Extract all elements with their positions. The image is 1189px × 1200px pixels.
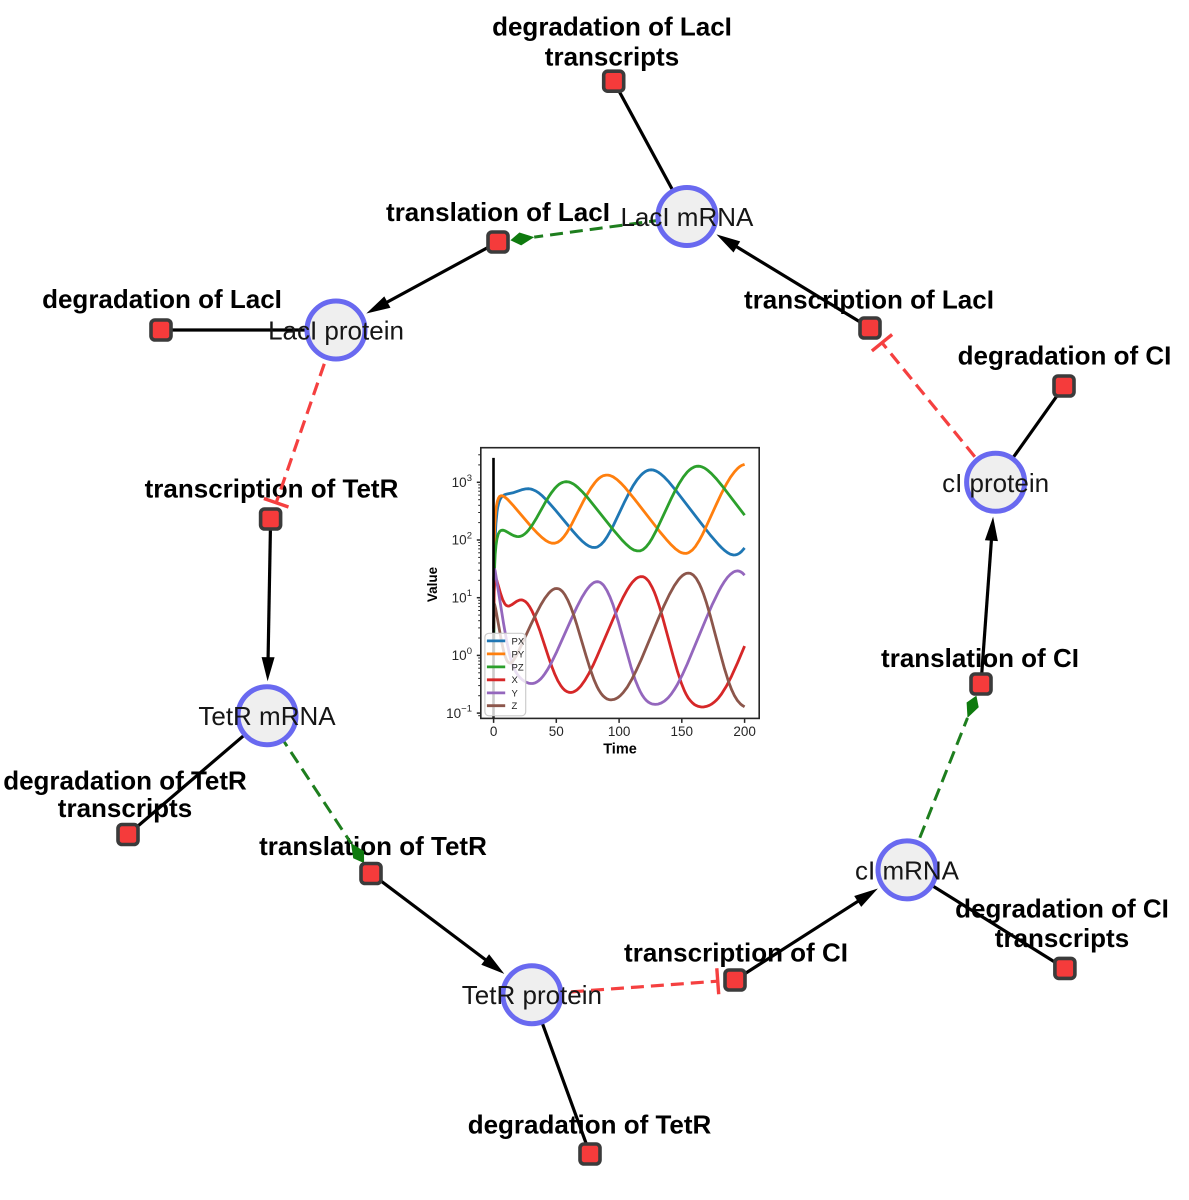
svg-text:Time: Time [603, 742, 637, 758]
svg-text:transcription of CI: transcription of CI [624, 938, 848, 968]
svg-text:transcription of LacI: transcription of LacI [744, 285, 994, 315]
svg-text:TetR protein: TetR protein [462, 980, 602, 1010]
svg-text:cI protein: cI protein [942, 468, 1049, 498]
svg-text:10−1: 10−1 [446, 704, 472, 721]
svg-text:X: X [512, 675, 519, 686]
svg-text:transcripts: transcripts [545, 42, 679, 72]
svg-text:translation of CI: translation of CI [881, 643, 1079, 673]
svg-text:Value: Value [425, 566, 440, 602]
svg-text:50: 50 [549, 724, 564, 739]
svg-text:100: 100 [608, 724, 631, 739]
svg-text:degradation of LacI: degradation of LacI [42, 284, 282, 314]
svg-text:101: 101 [452, 588, 472, 605]
svg-text:degradation of TetR: degradation of TetR [3, 766, 247, 796]
svg-text:102: 102 [452, 531, 472, 548]
svg-text:cI mRNA: cI mRNA [855, 855, 960, 885]
svg-text:200: 200 [733, 724, 756, 739]
svg-text:LacI protein: LacI protein [268, 316, 404, 346]
svg-text:translation of LacI: translation of LacI [386, 197, 610, 227]
svg-text:transcription of TetR: transcription of TetR [145, 474, 399, 504]
svg-text:PY: PY [512, 649, 525, 660]
svg-text:0: 0 [490, 724, 498, 739]
svg-text:150: 150 [671, 724, 694, 739]
svg-text:degradation of CI: degradation of CI [955, 894, 1169, 924]
svg-text:degradation of CI: degradation of CI [958, 341, 1172, 371]
svg-text:100: 100 [452, 646, 472, 663]
svg-text:PX: PX [512, 636, 525, 647]
svg-text:Y: Y [512, 688, 519, 699]
svg-text:103: 103 [452, 473, 472, 490]
svg-text:degradation of TetR: degradation of TetR [468, 1110, 712, 1140]
svg-text:TetR mRNA: TetR mRNA [198, 701, 336, 731]
svg-text:degradation of LacI: degradation of LacI [492, 12, 732, 42]
svg-text:Z: Z [512, 701, 518, 712]
svg-text:PZ: PZ [512, 662, 524, 673]
svg-text:translation of TetR: translation of TetR [259, 831, 487, 861]
svg-text:LacI mRNA: LacI mRNA [620, 202, 754, 232]
